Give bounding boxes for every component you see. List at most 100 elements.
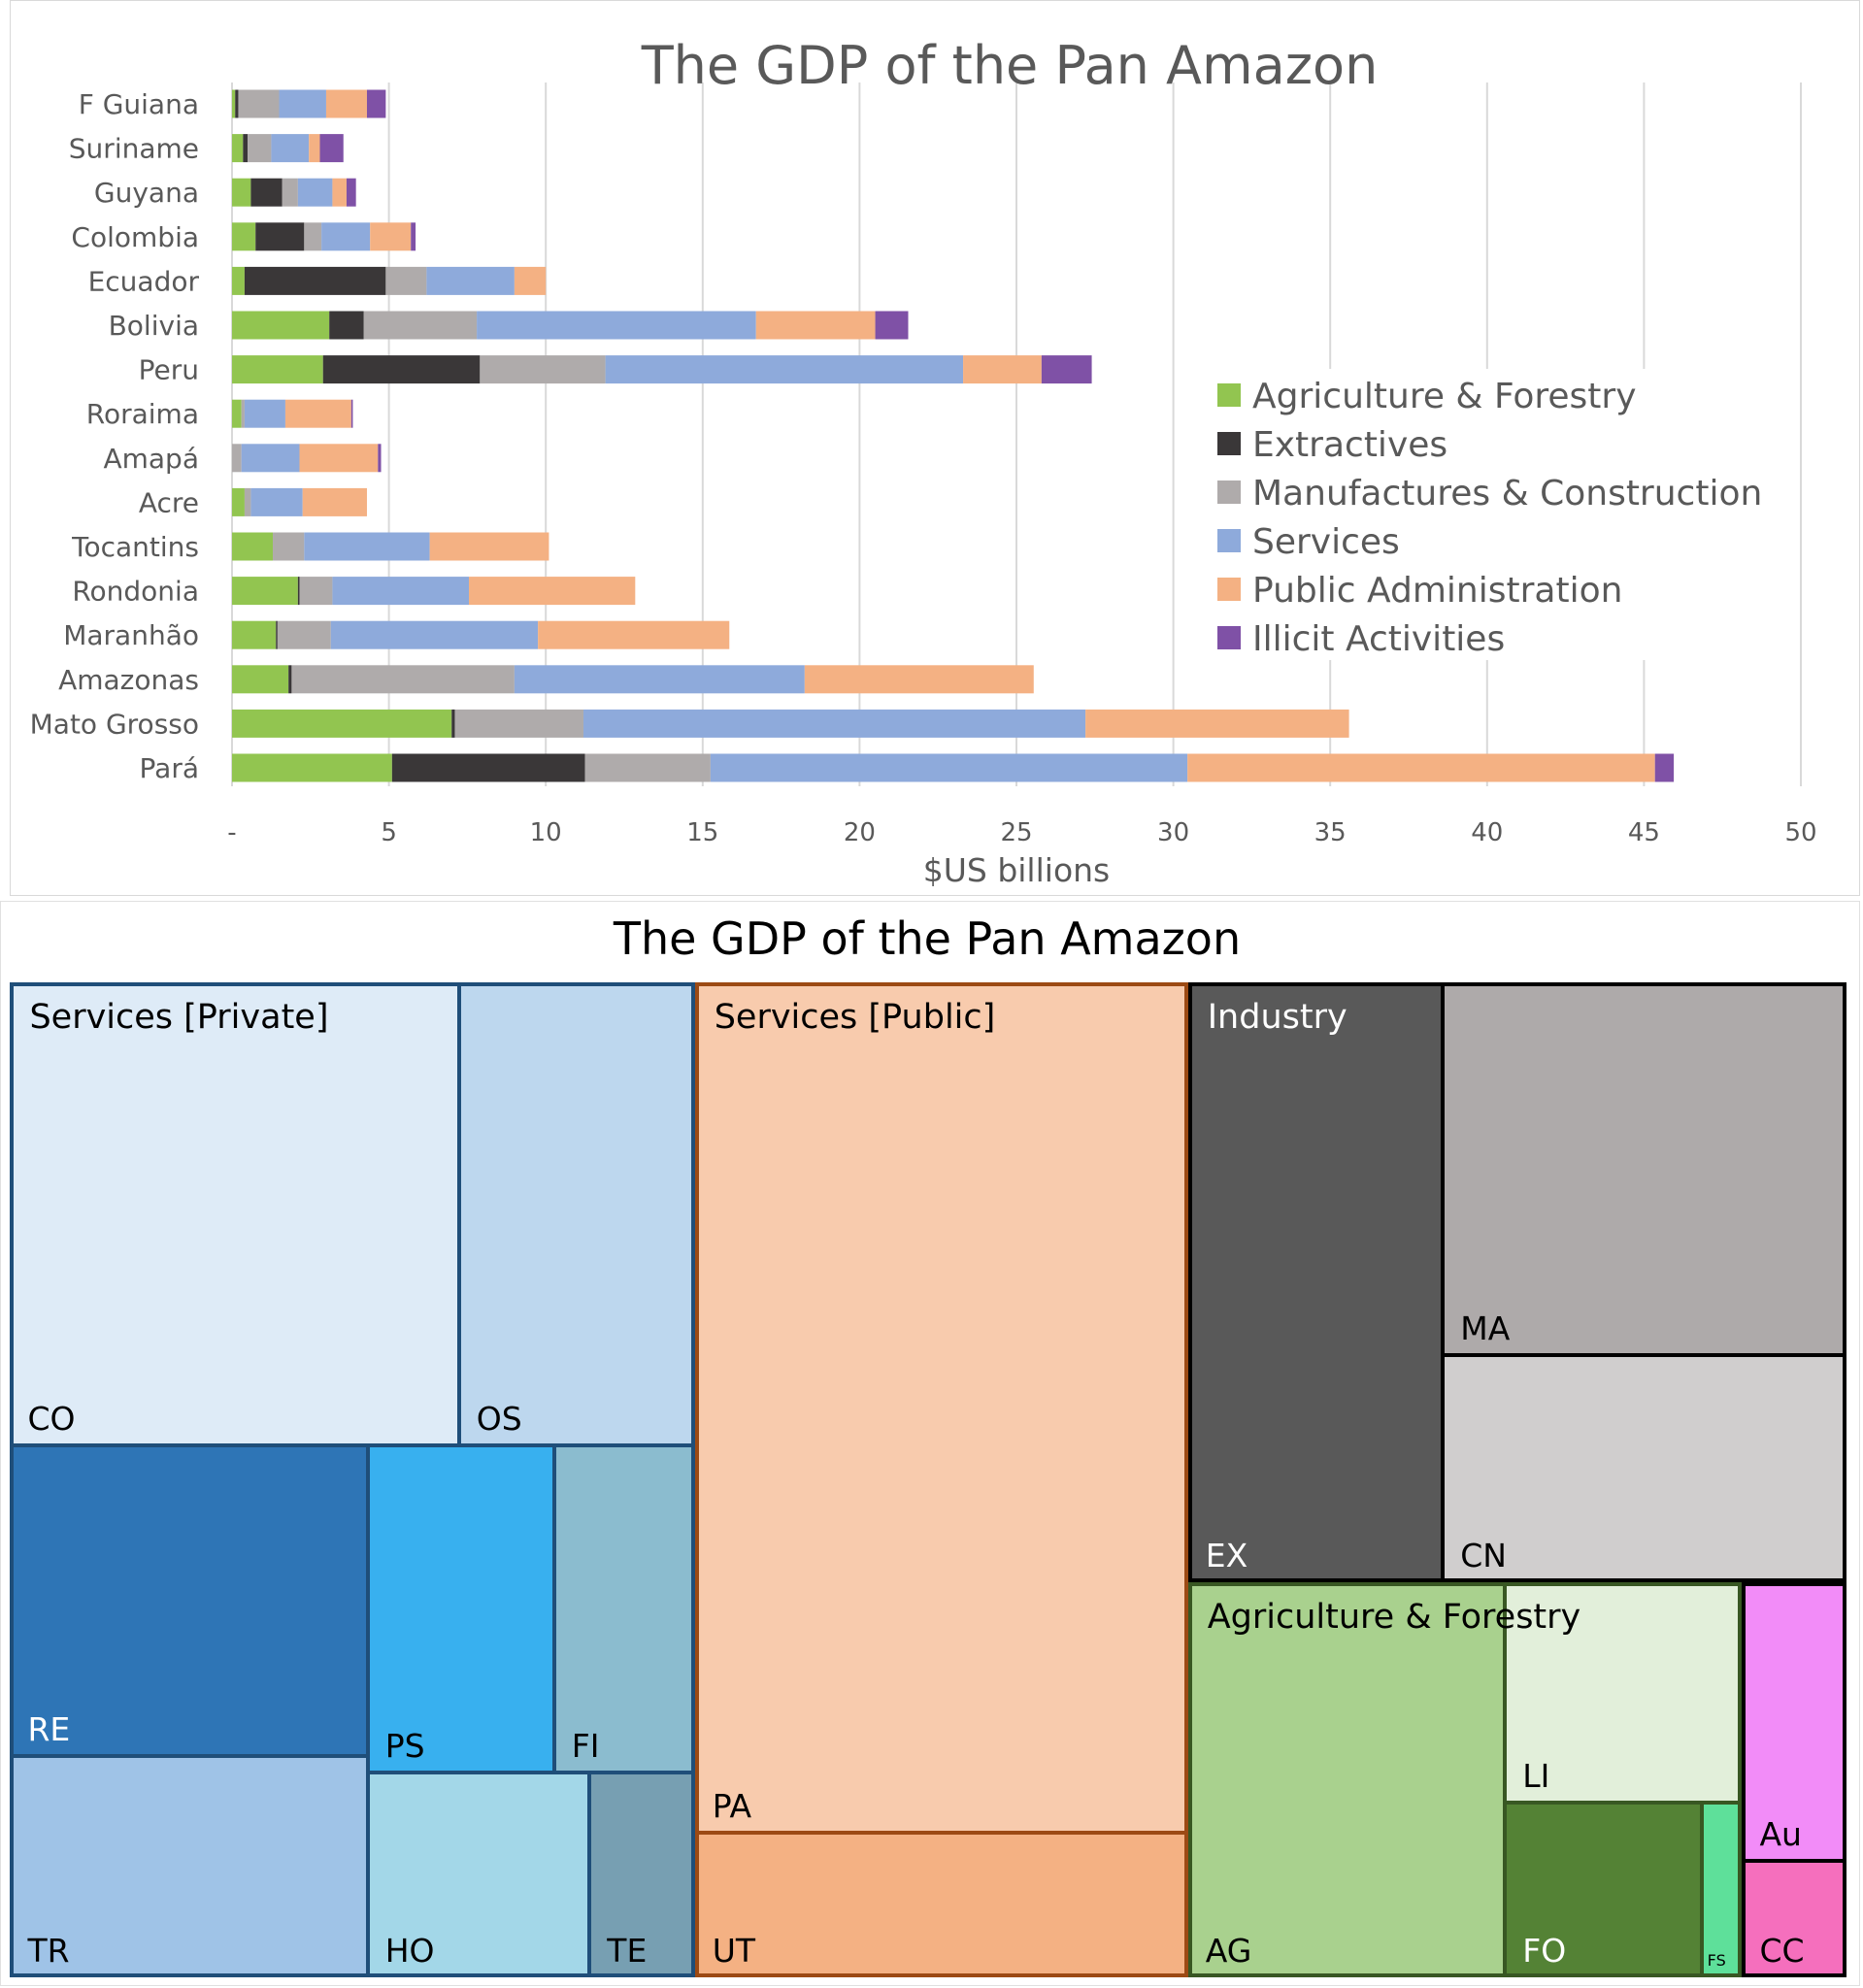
x-tick-label: 35	[1314, 818, 1347, 847]
treemap-tile-te: TE	[589, 1772, 695, 1978]
x-tick-label: 40	[1471, 818, 1503, 847]
bar-segment	[411, 222, 416, 251]
bar-segment	[304, 532, 430, 561]
category-label: Acre	[139, 486, 199, 518]
category-label: Bolivia	[109, 310, 199, 342]
bar-segment	[232, 620, 277, 649]
tile-label: HO	[384, 1932, 435, 1971]
legend-label: Extractives	[1252, 425, 1447, 465]
bar-segment	[273, 532, 305, 561]
bar-segment	[454, 709, 583, 738]
tile-label: EX	[1205, 1536, 1248, 1574]
legend-label: Agriculture & Forestry	[1252, 377, 1637, 416]
bar-segment	[1041, 355, 1092, 384]
treemap-tile-cn: CN	[1443, 1355, 1846, 1582]
treemap-tile-tr: TR	[10, 1755, 368, 1978]
bar-segment	[241, 399, 245, 428]
category-label: Roraima	[86, 398, 199, 430]
bar-segment	[321, 222, 371, 251]
bar-segment	[299, 577, 333, 606]
treemap-tile-li: LI	[1505, 1581, 1743, 1804]
bar-segment	[370, 222, 412, 251]
bar-segment	[584, 753, 711, 782]
tile-label: AG	[1205, 1932, 1252, 1971]
category-label: F Guiana	[79, 88, 199, 120]
tile-label: LI	[1522, 1757, 1550, 1796]
category-label: Suriname	[69, 133, 199, 165]
bar-segment	[232, 134, 244, 163]
bar-segment	[1085, 709, 1349, 738]
tile-label: UT	[712, 1932, 755, 1971]
x-tick-label: 45	[1628, 818, 1660, 847]
bar-segment	[232, 89, 236, 118]
bar-segment	[477, 311, 756, 340]
bar-segment	[276, 620, 278, 649]
bar-segment	[282, 178, 298, 207]
bar-segment	[250, 487, 303, 516]
treemap-tile-pa: PA	[694, 982, 1188, 1834]
bar-segment	[232, 753, 392, 782]
x-tick-label: -	[227, 818, 236, 847]
bar-segment	[330, 620, 539, 649]
treemap-tile-ma: MA	[1443, 982, 1846, 1356]
bar-segment	[288, 665, 292, 694]
legend-swatch	[1217, 383, 1241, 407]
bar-segment	[241, 444, 300, 473]
x-tick-label: 10	[530, 818, 562, 847]
legend-swatch	[1217, 480, 1241, 504]
bar-segment	[755, 311, 876, 340]
bar-segment	[232, 399, 242, 428]
bar-segment	[350, 399, 353, 428]
tile-label: TR	[27, 1932, 70, 1971]
bar-segment	[480, 355, 606, 384]
bar-segment	[232, 355, 323, 384]
legend-label: Manufactures & Construction	[1252, 474, 1762, 514]
category-label: Mato Grosso	[30, 708, 199, 740]
tile-label: FS	[1707, 1951, 1726, 1971]
treemap-tile-ex: EX	[1187, 982, 1444, 1582]
bar-segment	[582, 709, 1086, 738]
category-label: Amapá	[103, 443, 199, 475]
bar-chart-panel	[10, 0, 1860, 896]
stacked-bar-chart: F Guiana Suriname Guyana Colombia Ecuador Bol…	[30, 35, 1817, 889]
category-label: Peru	[139, 354, 199, 386]
tile-label: CN	[1460, 1536, 1507, 1574]
treemap-tile-ps: PS	[367, 1444, 554, 1773]
x-tick-label: 30	[1157, 818, 1189, 847]
treemap-title: The GDP of the Pan Amazon	[613, 912, 1242, 965]
legend-label: Illicit Activities	[1252, 619, 1505, 659]
category-label: Maranhão	[63, 619, 199, 651]
bar-segment	[366, 89, 386, 118]
tile-label: PS	[384, 1726, 425, 1765]
bar-segment	[304, 222, 322, 251]
tile-label: MA	[1460, 1309, 1511, 1348]
category-label: Rondonia	[72, 576, 199, 608]
bar-segment	[332, 178, 347, 207]
bar-segment	[244, 399, 285, 428]
bar-segment	[605, 355, 964, 384]
tile-label: PA	[712, 1787, 752, 1826]
bar-segment	[322, 355, 481, 384]
bar-segment	[385, 266, 427, 295]
category-label: Ecuador	[88, 265, 200, 297]
treemap-tile-ut: UT	[694, 1833, 1188, 1978]
bar-segment	[250, 178, 283, 207]
treemap-tile-fi: FI	[553, 1444, 695, 1773]
tile-label: RE	[27, 1709, 71, 1748]
bar-segment	[232, 444, 242, 473]
x-tick-label: 15	[686, 818, 718, 847]
bar-segment	[271, 134, 310, 163]
bar-segment	[875, 311, 909, 340]
bar-segment	[710, 753, 1188, 782]
bar-segment	[232, 222, 256, 251]
bar-segment	[325, 89, 367, 118]
bar-segment	[243, 134, 249, 163]
bar-segment	[248, 134, 272, 163]
bar-segment	[426, 266, 515, 295]
treemap-tile-au: Au	[1742, 1581, 1846, 1862]
treemap-panel	[0, 901, 1860, 1986]
bar-segment	[309, 134, 320, 163]
bar-segment	[284, 399, 351, 428]
x-tick-label: 5	[381, 818, 397, 847]
treemap-tile-ag: AG	[1187, 1581, 1506, 1978]
